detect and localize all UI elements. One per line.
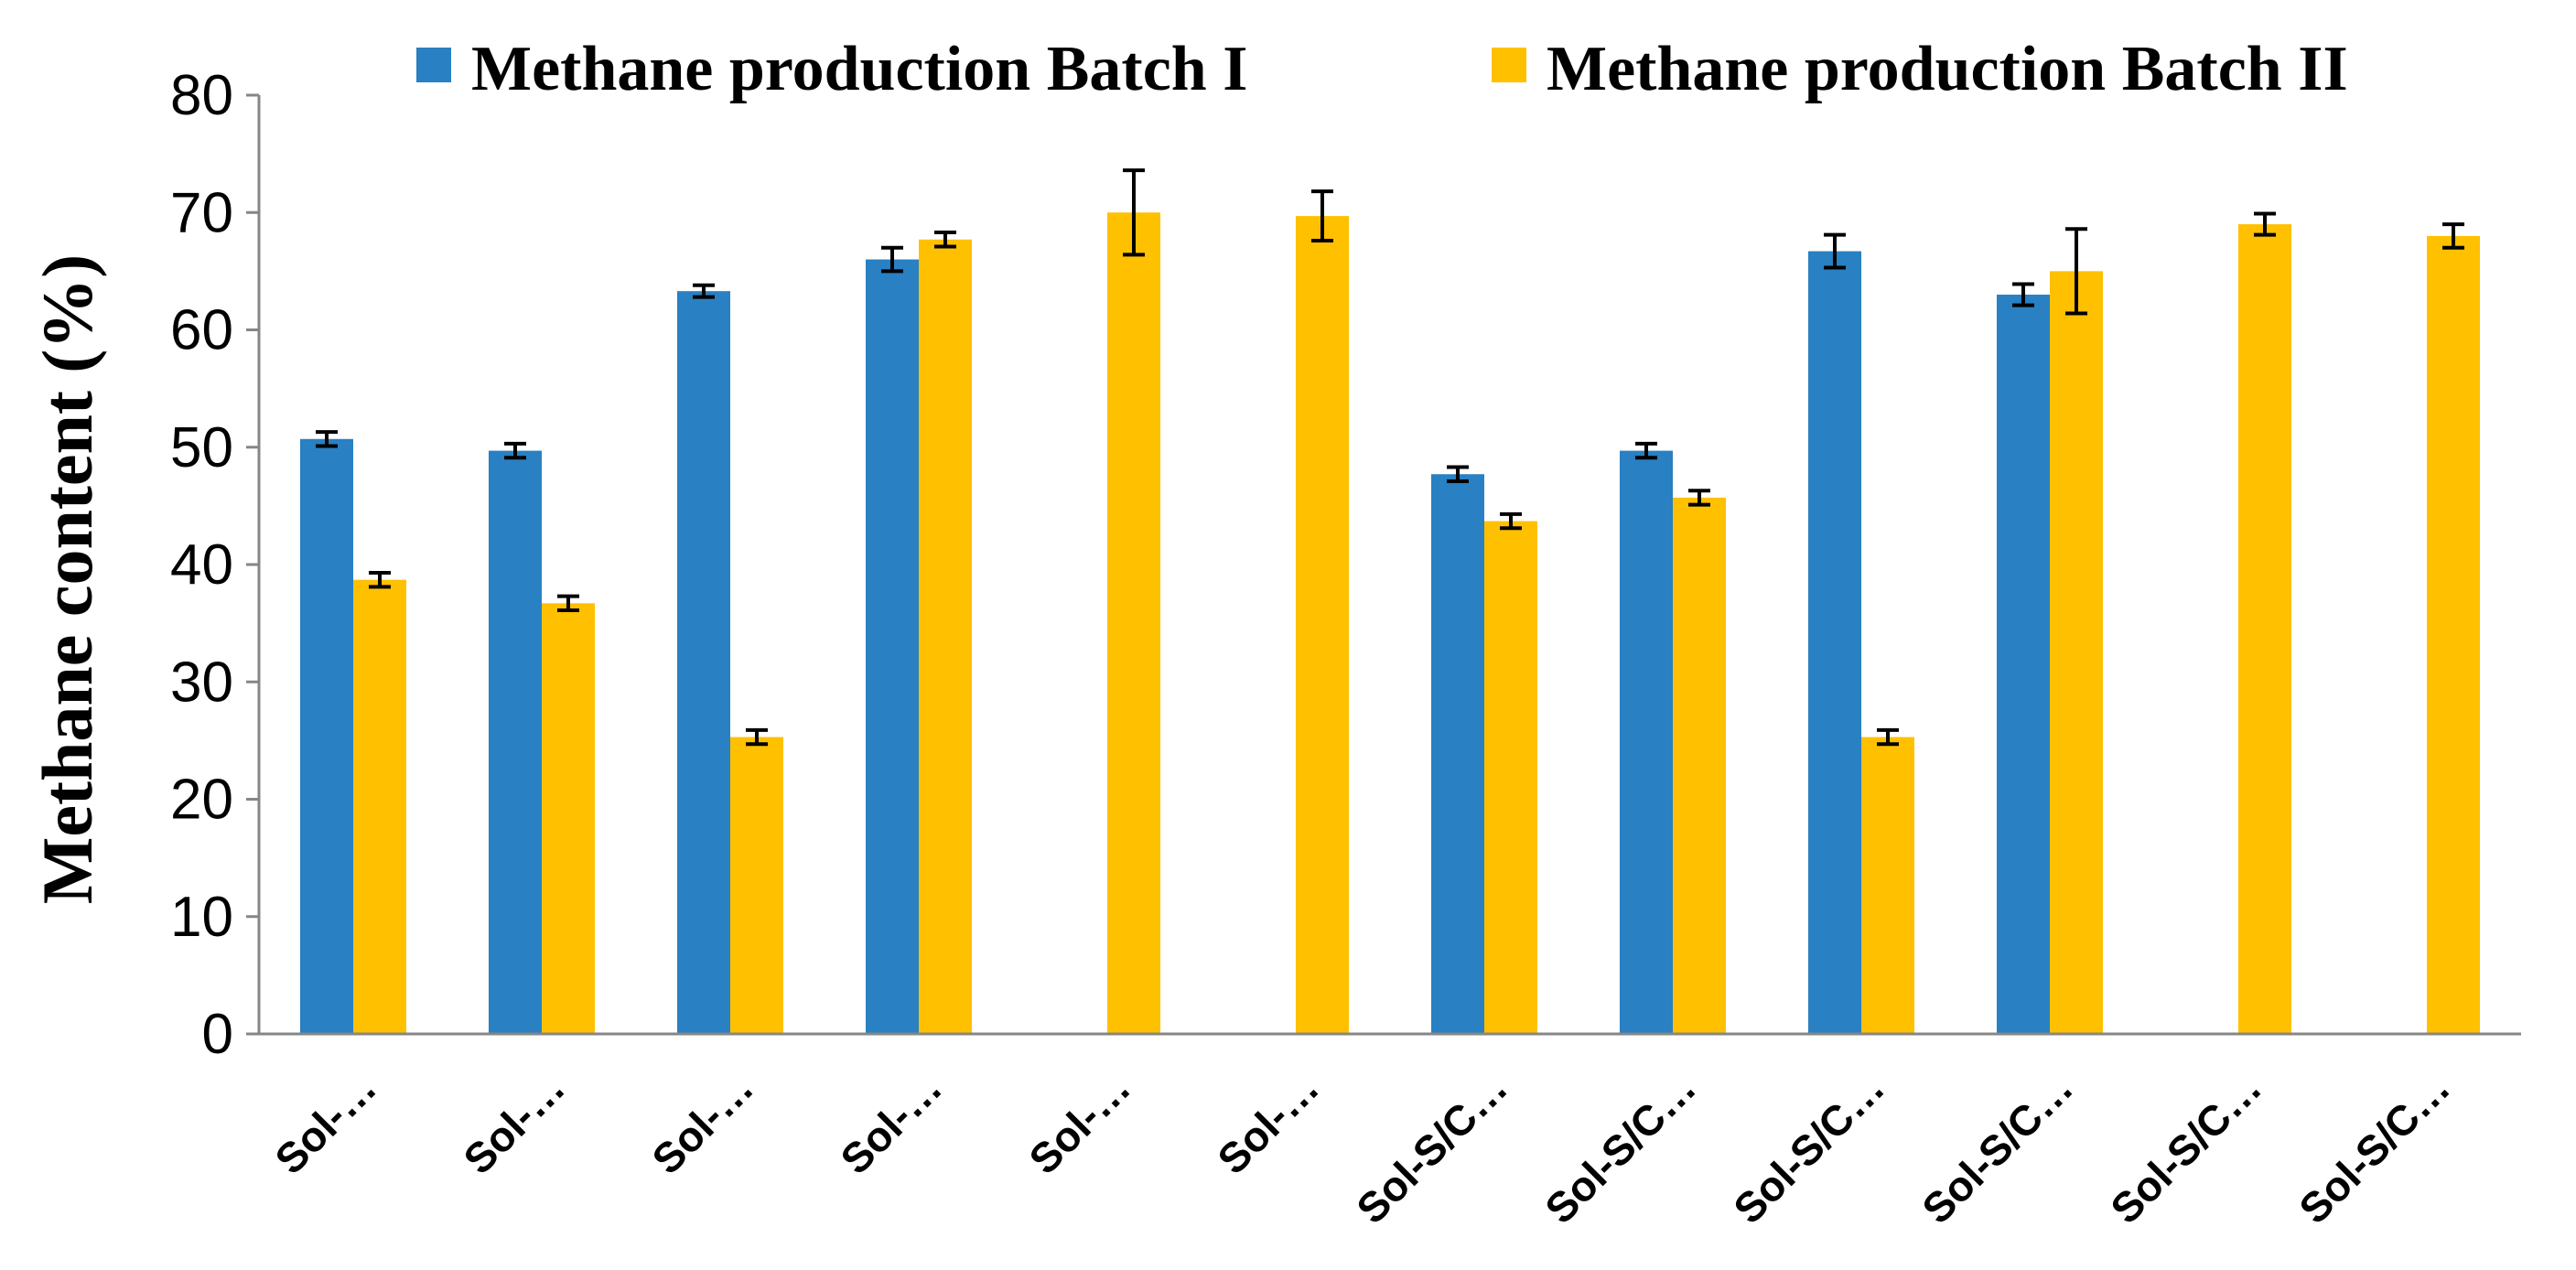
bar [866, 259, 919, 1034]
bar [1296, 216, 1349, 1034]
bar [1808, 251, 1861, 1034]
y-tick-label: 20 [170, 769, 233, 832]
bar [1620, 450, 1673, 1034]
x-category-label: Sol-S/C… [1347, 1063, 1516, 1232]
x-category-label: Sol-… [831, 1063, 951, 1183]
y-axis-ticks: 0 10 20 30 40 50 60 70 80 [170, 64, 259, 1066]
legend-label-batch-1: Methane production Batch I [471, 34, 1247, 104]
bar [1107, 212, 1160, 1034]
x-category-label: Sol-… [454, 1063, 574, 1183]
y-tick-label: 80 [170, 64, 233, 127]
bars [300, 212, 2480, 1035]
axes [257, 95, 2521, 1036]
y-tick-label: 10 [170, 886, 233, 949]
bar [1484, 521, 1537, 1034]
bar [1673, 497, 1726, 1034]
bar [919, 239, 972, 1034]
bar [730, 737, 783, 1034]
bar [300, 438, 353, 1035]
y-tick-label: 0 [202, 1003, 233, 1066]
legend-swatch-batch-1 [416, 48, 451, 82]
x-category-label: Sol-S/C… [1536, 1063, 1705, 1232]
legend-label-batch-2: Methane production Batch II [1547, 34, 2348, 104]
x-category-label: Sol-… [265, 1063, 385, 1183]
bar [677, 291, 730, 1034]
y-tick-label: 50 [170, 416, 233, 479]
x-category-label: Sol-S/C… [2101, 1063, 2270, 1232]
x-category-label: Sol-S/C… [1724, 1063, 1893, 1232]
x-category-label: Sol-… [642, 1063, 762, 1183]
x-category-label: Sol-… [1019, 1063, 1139, 1183]
y-axis-label: Methane content (%) [27, 254, 107, 905]
bar [1997, 295, 2050, 1034]
legend: Methane production Batch I Methane produ… [416, 34, 2348, 104]
y-tick-label: 60 [170, 299, 233, 362]
bar [2050, 271, 2103, 1034]
x-category-label: Sol-… [1208, 1063, 1328, 1183]
bar [2238, 224, 2291, 1034]
y-tick-label: 30 [170, 651, 233, 714]
bar [1861, 737, 1914, 1034]
bar [489, 450, 542, 1034]
y-tick-label: 40 [170, 533, 233, 597]
bar [1431, 474, 1484, 1034]
bar [542, 603, 595, 1034]
bar [353, 579, 406, 1034]
x-axis-labels: Sol-… Sol-… Sol-… Sol-… Sol-… Sol-… Sol-S/C… So… [265, 1063, 2459, 1232]
bar [2427, 235, 2480, 1034]
error-bars [316, 168, 2464, 747]
legend-swatch-batch-2 [1492, 48, 1526, 82]
y-tick-label: 70 [170, 181, 233, 244]
x-category-label: Sol-S/C… [2290, 1063, 2459, 1232]
x-category-label: Sol-S/C… [1913, 1063, 2082, 1232]
